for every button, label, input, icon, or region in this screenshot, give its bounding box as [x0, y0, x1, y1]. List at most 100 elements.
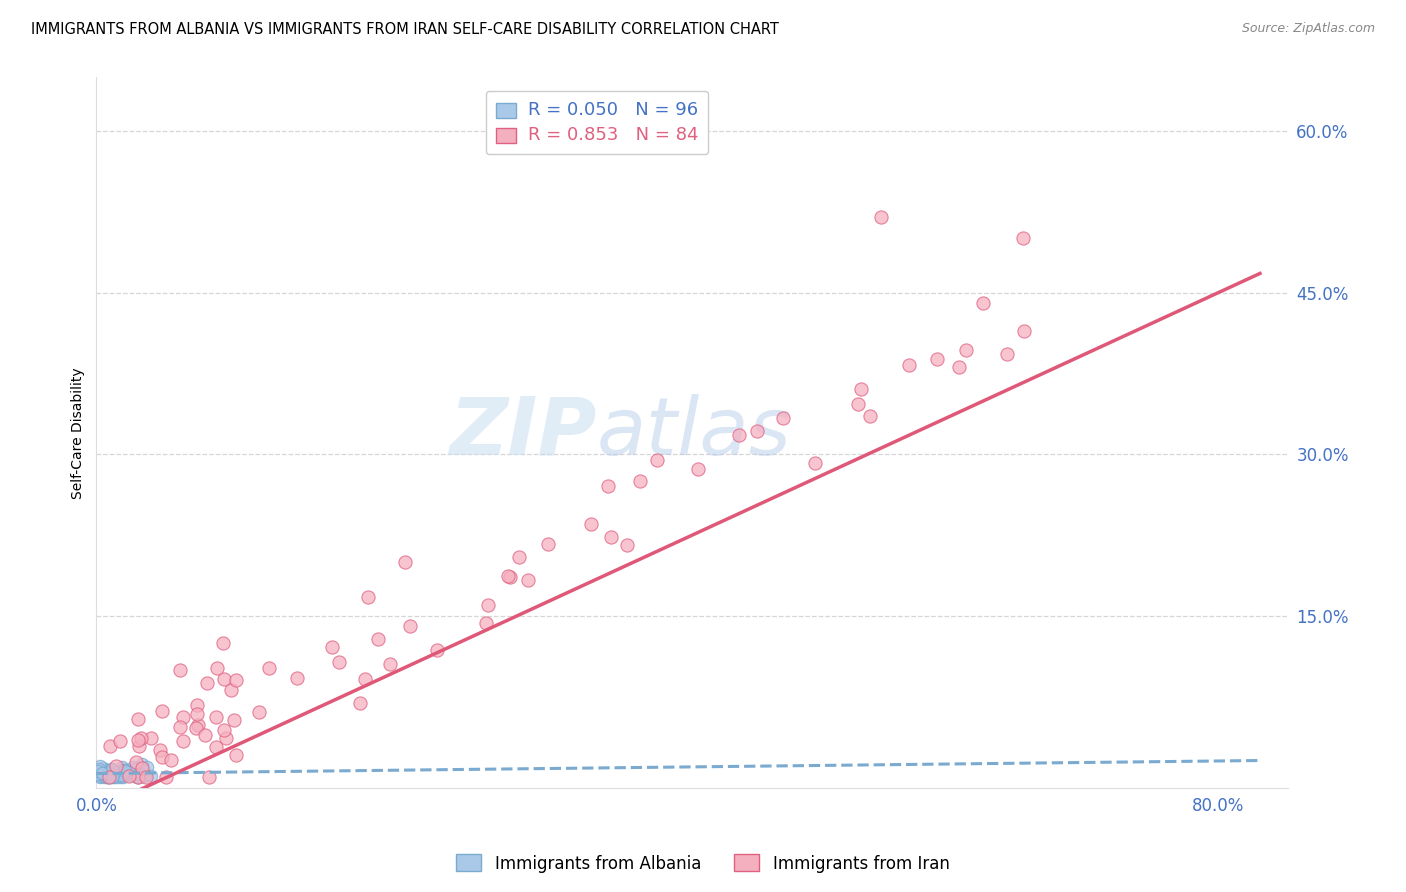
Point [186, 718, 208, 732]
Point [328, 655, 350, 669]
Point [96, 767, 118, 781]
Text: IMMIGRANTS FROM ALBANIA VS IMMIGRANTS FROM IRAN SELF-CARE DISABILITY CORRELATION: IMMIGRANTS FROM ALBANIA VS IMMIGRANTS FR… [31, 22, 779, 37]
Point [111, 765, 134, 780]
Legend: Immigrants from Albania, Immigrants from Iran: Immigrants from Albania, Immigrants from… [450, 847, 956, 880]
Point [98, 768, 121, 782]
Point [152, 704, 174, 718]
Point [97, 765, 120, 780]
Point [499, 570, 522, 584]
Point [195, 676, 218, 690]
Point [204, 740, 226, 755]
Point [98, 770, 121, 784]
Point [772, 410, 794, 425]
Point [846, 397, 869, 411]
Point [107, 768, 129, 782]
Point [127, 771, 149, 785]
Point [104, 764, 127, 779]
Point [97, 766, 120, 780]
Point [117, 767, 139, 781]
Point [257, 660, 280, 674]
Point [925, 352, 948, 367]
Point [107, 767, 129, 781]
Point [93, 768, 115, 782]
Point [101, 769, 124, 783]
Point [160, 753, 183, 767]
Point [172, 733, 194, 747]
Point [127, 712, 149, 726]
Point [97, 765, 120, 780]
Point [394, 555, 416, 569]
Point [186, 698, 208, 712]
Point [101, 765, 124, 780]
Point [516, 573, 538, 587]
Point [89, 763, 111, 777]
Point [91, 765, 114, 780]
Point [285, 671, 308, 685]
Point [89, 769, 111, 783]
Point [93, 769, 115, 783]
Point [98, 766, 121, 780]
Point [628, 474, 651, 488]
Point [103, 769, 125, 783]
Point [747, 425, 769, 439]
Point [219, 682, 242, 697]
Point [93, 770, 115, 784]
Point [127, 766, 149, 780]
Point [96, 764, 118, 779]
Point [599, 530, 621, 544]
Point [98, 739, 121, 753]
Point [87, 765, 110, 780]
Point [136, 760, 159, 774]
Point [91, 769, 114, 783]
Point [120, 765, 142, 780]
Text: atlas: atlas [596, 394, 792, 472]
Point [98, 768, 121, 782]
Point [169, 720, 191, 734]
Point [135, 771, 157, 785]
Legend: R = 0.050   N = 96, R = 0.853   N = 84: R = 0.050 N = 96, R = 0.853 N = 84 [486, 92, 707, 154]
Point [96, 770, 118, 784]
Point [108, 768, 131, 782]
Text: ZIP: ZIP [450, 394, 596, 472]
Point [111, 760, 134, 774]
Point [645, 453, 668, 467]
Point [1012, 324, 1035, 338]
Point [103, 765, 125, 780]
Point [997, 347, 1019, 361]
Point [150, 750, 173, 764]
Point [97, 770, 120, 784]
Point [357, 590, 380, 604]
Point [108, 769, 131, 783]
Point [104, 759, 127, 773]
Point [96, 764, 118, 778]
Point [132, 769, 155, 783]
Point [98, 766, 121, 780]
Point [122, 760, 145, 774]
Y-axis label: Self-Care Disability: Self-Care Disability [72, 367, 86, 499]
Point [90, 765, 112, 780]
Point [194, 728, 217, 742]
Point [100, 762, 122, 776]
Point [858, 409, 880, 423]
Point [86, 767, 108, 781]
Point [948, 360, 970, 375]
Point [134, 768, 156, 782]
Point [97, 769, 120, 783]
Point [149, 743, 172, 757]
Point [118, 769, 141, 783]
Point [477, 598, 499, 612]
Point [107, 767, 129, 781]
Point [247, 705, 270, 719]
Point [616, 538, 638, 552]
Point [104, 769, 127, 783]
Point [120, 767, 142, 781]
Point [972, 296, 994, 310]
Point [596, 479, 619, 493]
Point [107, 766, 129, 780]
Point [98, 769, 121, 783]
Point [90, 766, 112, 780]
Point [89, 770, 111, 784]
Point [378, 657, 401, 672]
Point [426, 643, 449, 657]
Point [186, 706, 208, 721]
